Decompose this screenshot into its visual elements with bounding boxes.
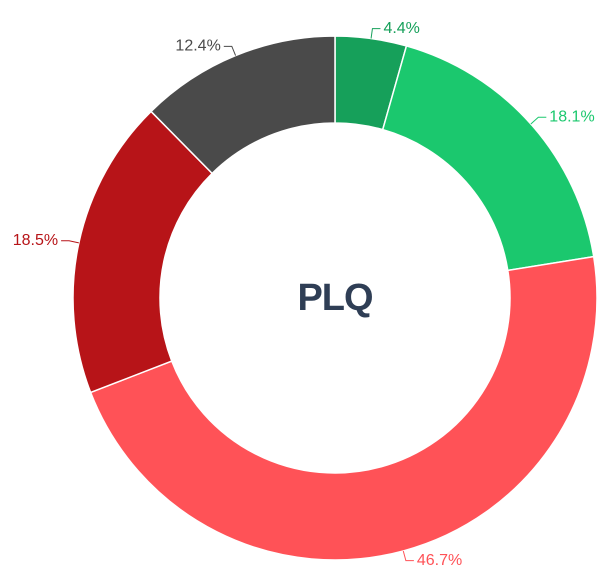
donut-segment bbox=[89, 255, 598, 561]
leader-line bbox=[61, 240, 79, 244]
data-label: 4.4% bbox=[383, 20, 419, 37]
donut-segment bbox=[72, 110, 214, 394]
data-label: 18.1% bbox=[549, 109, 594, 126]
data-label: 46.7% bbox=[417, 552, 462, 569]
leader-line bbox=[530, 116, 547, 125]
donut-segment bbox=[381, 45, 595, 272]
donut-segment bbox=[149, 35, 336, 175]
leader-line bbox=[223, 45, 237, 56]
data-label: 12.4% bbox=[175, 38, 220, 55]
center-label: PLQ bbox=[297, 277, 372, 319]
leader-line bbox=[402, 550, 414, 562]
data-label: 18.5% bbox=[13, 232, 58, 249]
leader-line bbox=[370, 28, 381, 39]
